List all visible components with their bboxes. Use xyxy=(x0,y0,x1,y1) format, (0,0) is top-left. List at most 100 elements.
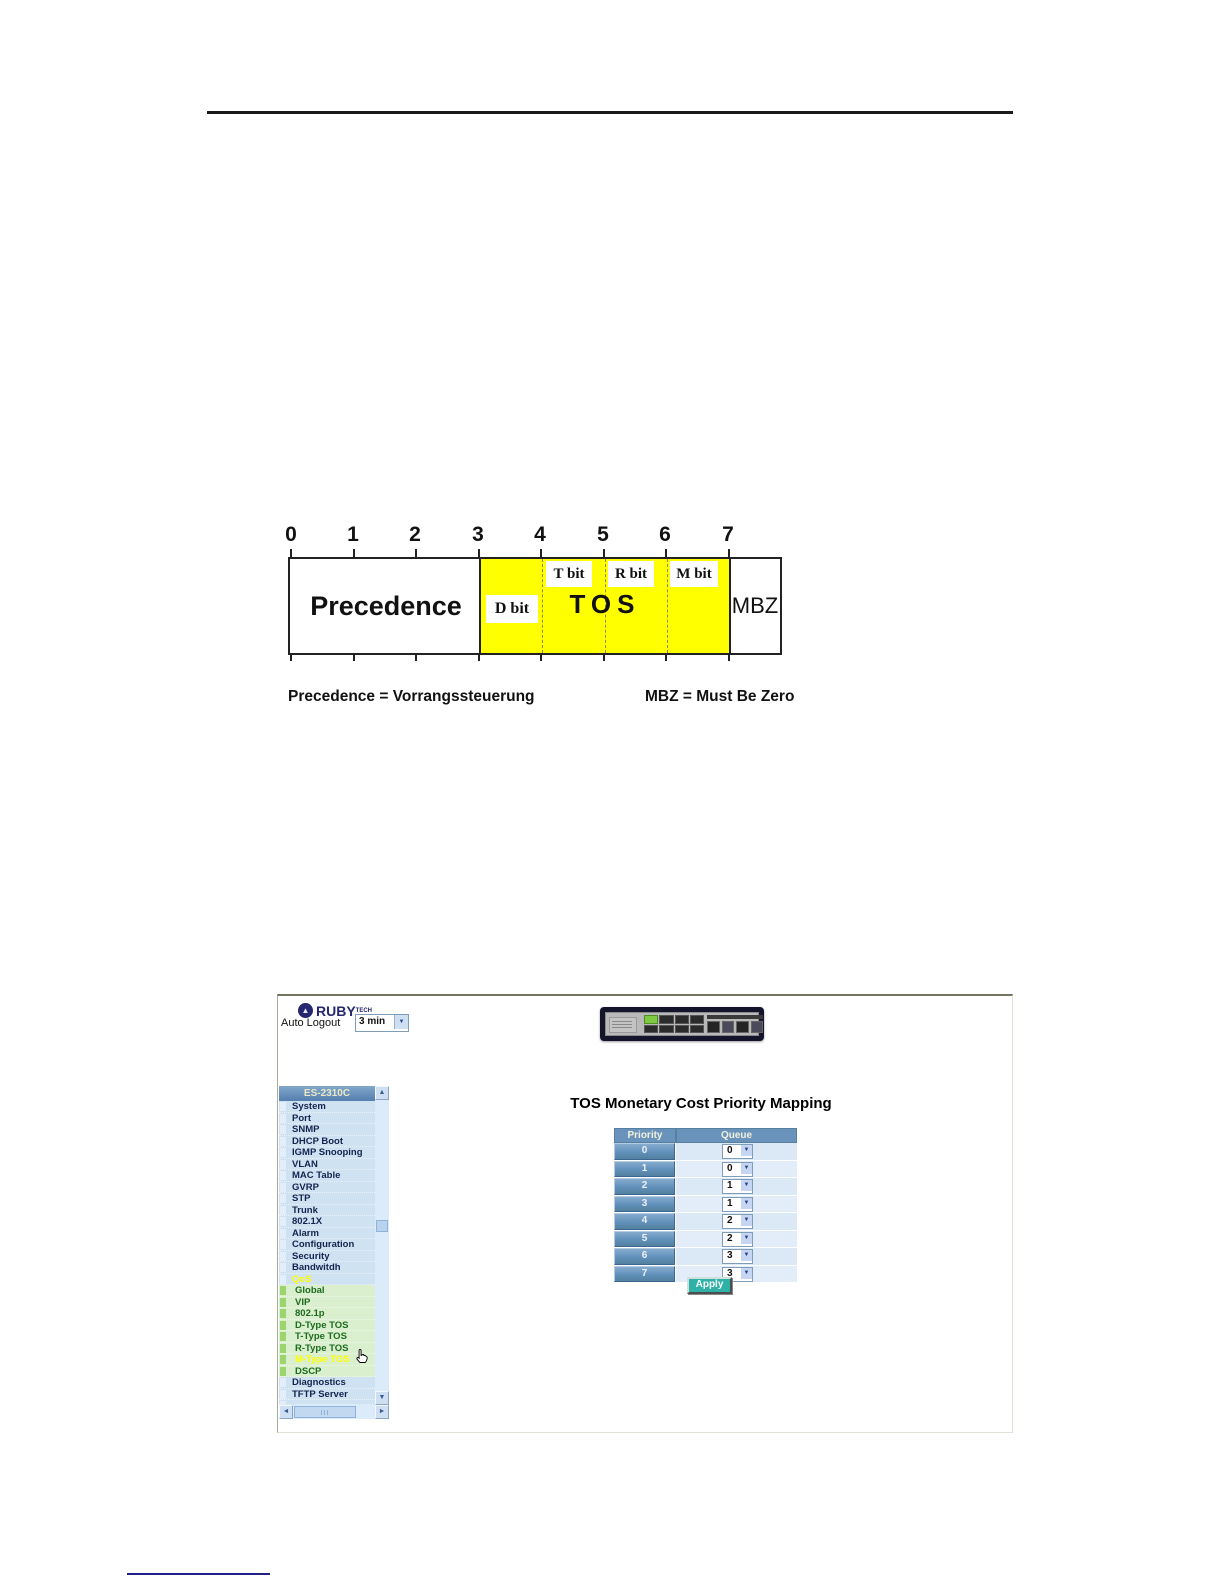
sidebar-item-gvrp[interactable]: GVRP xyxy=(279,1181,375,1193)
queue-select[interactable]: 3 ▼ xyxy=(722,1249,753,1264)
sidebar-item-t-type-tos[interactable]: T-Type TOS xyxy=(279,1331,375,1343)
sidebar-item-label: Trunk xyxy=(292,1204,318,1216)
sidebar-item-vlan[interactable]: VLAN xyxy=(279,1158,375,1170)
column-header-queue: Queue xyxy=(676,1128,797,1143)
dropdown-arrow-icon[interactable]: ▼ xyxy=(741,1250,752,1261)
sidebar-item-label: 802.1p xyxy=(295,1308,325,1319)
port-icon xyxy=(689,1015,704,1024)
sidebar-item-8021x[interactable]: 802.1X xyxy=(279,1216,375,1228)
apply-button[interactable]: Apply xyxy=(687,1277,732,1294)
scroll-up-icon[interactable]: ▲ xyxy=(375,1086,389,1100)
sidebar-item-vip[interactable]: VIP xyxy=(279,1296,375,1308)
sidebar-item-alarm[interactable]: Alarm xyxy=(279,1227,375,1239)
sidebar-item-qos[interactable]: QoS xyxy=(279,1273,375,1285)
priority-cell: 5 xyxy=(614,1230,675,1247)
switch-port-block xyxy=(644,1015,704,1033)
port-icon xyxy=(689,1024,704,1033)
queue-cell: 2 ▼ xyxy=(676,1213,797,1230)
dropdown-arrow-icon[interactable]: ▼ xyxy=(741,1197,752,1209)
d-bit-label: D bit xyxy=(486,595,538,623)
sidebar-item-dhcp-boot[interactable]: DHCP Boot xyxy=(279,1135,375,1147)
ruler-tick xyxy=(290,653,292,661)
dropdown-arrow-icon[interactable]: ▼ xyxy=(741,1162,752,1174)
scroll-down-icon[interactable]: ▼ xyxy=(375,1391,389,1405)
ruler-tick xyxy=(603,653,605,661)
queue-select[interactable]: 0 ▼ xyxy=(722,1161,753,1177)
dropdown-arrow-icon[interactable]: ▼ xyxy=(741,1145,752,1156)
queue-select[interactable]: 2 ▼ xyxy=(722,1231,753,1247)
bit-divider-dashed xyxy=(605,559,606,653)
table-row: 6 3 ▼ xyxy=(614,1248,797,1266)
ruler-tick xyxy=(353,653,355,661)
scroll-left-icon[interactable]: ◄ xyxy=(279,1405,293,1419)
sidebar-item-igmp-snooping[interactable]: IGMP Snooping xyxy=(279,1147,375,1159)
bit-number: 6 xyxy=(659,523,671,546)
sidebar-item-stp[interactable]: STP xyxy=(279,1193,375,1205)
sidebar-item-label: TFTP Server xyxy=(292,1388,348,1400)
sidebar-item-diagnostics[interactable]: Diagnostics xyxy=(279,1377,375,1389)
sidebar-item-global[interactable]: Global xyxy=(279,1285,375,1297)
table-row: 3 1 ▼ xyxy=(614,1195,797,1213)
section-divider xyxy=(729,559,731,653)
sidebar-item-r-type-tos[interactable]: R-Type TOS xyxy=(279,1342,375,1354)
vertical-scroll-thumb[interactable] xyxy=(376,1220,388,1232)
sidebar-item-bandwitdh[interactable]: Bandwitdh xyxy=(279,1262,375,1274)
switch-faceplate xyxy=(605,1012,763,1036)
queue-cell: 2 ▼ xyxy=(676,1230,797,1247)
auto-logout-select[interactable]: 3 min ▼ xyxy=(355,1014,409,1032)
ruler-tick xyxy=(540,653,542,661)
dropdown-arrow-icon[interactable]: ▼ xyxy=(741,1180,752,1191)
tos-byte-box: Precedence TOS MBZ D bit T bit R bit M b… xyxy=(288,557,782,655)
table-row: 0 0 ▼ xyxy=(614,1143,797,1161)
nav-menu: ES-2310C System Port SNMP DHCP Boot IGMP… xyxy=(279,1086,375,1405)
queue-select[interactable]: 1 ▼ xyxy=(722,1196,753,1212)
sidebar-item-snmp[interactable]: SNMP xyxy=(279,1124,375,1136)
sidebar-item-label: Alarm xyxy=(292,1227,319,1239)
queue-select[interactable]: 2 ▼ xyxy=(722,1214,753,1229)
port-icon xyxy=(674,1015,689,1024)
t-bit-label: T bit xyxy=(546,561,592,587)
sidebar-item-configuration[interactable]: Configuration xyxy=(279,1239,375,1251)
sidebar-item-label: Global xyxy=(295,1285,325,1296)
ruler-tick xyxy=(415,549,417,557)
auto-logout-label: Auto Logout xyxy=(281,1017,341,1029)
priority-mapping-table: Priority Queue 0 0 ▼ 1 0 ▼ 2 1 ▼ 3 1 ▼ 4 2 ▼ xyxy=(614,1128,797,1283)
sidebar-item-port[interactable]: Port xyxy=(279,1112,375,1124)
queue-select[interactable]: 1 ▼ xyxy=(722,1179,753,1194)
sidebar-item-8021p[interactable]: 802.1p xyxy=(279,1308,375,1320)
switch-label-area xyxy=(609,1017,637,1033)
dropdown-arrow-icon[interactable]: ▼ xyxy=(741,1232,752,1244)
dropdown-arrow-icon[interactable]: ▼ xyxy=(741,1215,752,1226)
queue-select[interactable]: 3 ▼ xyxy=(722,1266,753,1282)
sidebar-item-label: T-Type TOS xyxy=(295,1331,347,1342)
sidebar-item-trunk[interactable]: Trunk xyxy=(279,1204,375,1216)
bit-number: 0 xyxy=(285,523,297,546)
sidebar-horizontal-scrollbar[interactable]: ◄ ► xyxy=(279,1405,389,1419)
dropdown-arrow-icon[interactable]: ▼ xyxy=(394,1015,408,1029)
sidebar-vertical-scrollbar[interactable]: ▲ ▼ xyxy=(375,1086,389,1405)
sidebar-item-tftp-server[interactable]: TFTP Server xyxy=(279,1388,375,1400)
ruler-tick xyxy=(290,549,292,557)
footnote-rule xyxy=(127,1573,270,1575)
dropdown-arrow-icon[interactable]: ▼ xyxy=(741,1267,752,1279)
queue-value: 0 xyxy=(727,1145,733,1156)
table-header-row: Priority Queue xyxy=(614,1128,797,1143)
sidebar-item-security[interactable]: Security xyxy=(279,1250,375,1262)
sidebar-item-m-type-tos[interactable]: M-Type TOS xyxy=(279,1354,375,1366)
sidebar-item-system[interactable]: System xyxy=(279,1101,375,1113)
sidebar-item-dscp[interactable]: DSCP xyxy=(279,1365,375,1377)
sidebar-item-mac-table[interactable]: MAC Table xyxy=(279,1170,375,1182)
horizontal-scroll-thumb[interactable] xyxy=(294,1406,356,1418)
sidebar-item-d-type-tos[interactable]: D-Type TOS xyxy=(279,1319,375,1331)
queue-cell: 0 ▼ xyxy=(676,1160,797,1177)
scroll-right-icon[interactable]: ► xyxy=(375,1405,389,1419)
sidebar-item-label: R-Type TOS xyxy=(295,1342,349,1354)
queue-cell: 0 ▼ xyxy=(676,1143,797,1160)
table-row: 4 2 ▼ xyxy=(614,1213,797,1231)
sidebar-item-partial xyxy=(279,1400,375,1405)
port-icon xyxy=(659,1015,674,1024)
ruler-tick xyxy=(665,653,667,661)
port-icon xyxy=(674,1024,689,1033)
queue-select[interactable]: 0 ▼ xyxy=(722,1144,753,1159)
table-row: 1 0 ▼ xyxy=(614,1160,797,1178)
